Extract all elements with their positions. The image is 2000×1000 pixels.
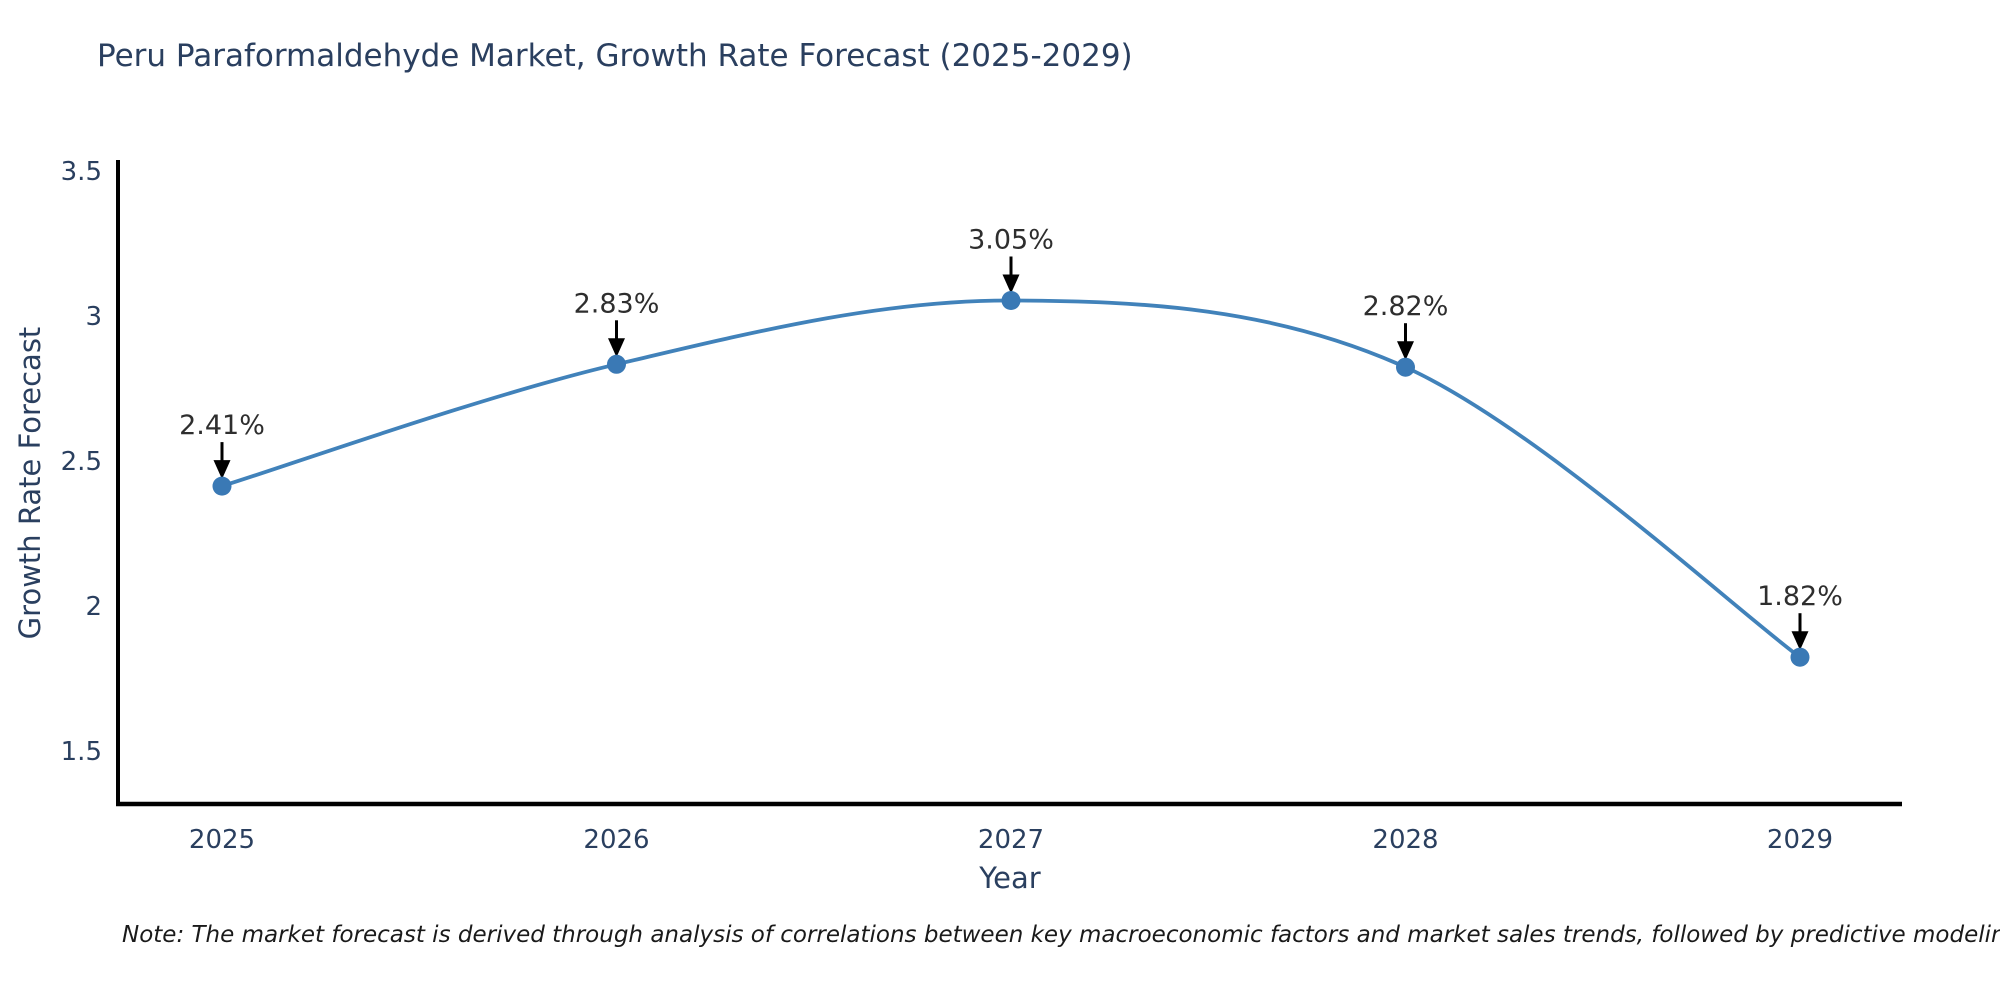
chart-title: Peru Paraformaldehyde Market, Growth Rat… [97,38,1133,74]
y-tick-label: 3 [85,302,102,332]
x-tick-label: 2026 [583,825,649,855]
data-point-label: 2.83% [574,288,660,319]
y-tick-label: 1.5 [61,737,102,767]
x-axis-title: Year [979,861,1041,895]
y-tick-label: 2 [85,592,102,622]
data-point-label: 3.05% [968,225,1054,256]
annotation-arrowhead-icon [1791,631,1809,651]
annotation-arrowhead-icon [1002,274,1020,294]
x-tick-label: 2025 [189,825,255,855]
data-point-label: 1.82% [1757,581,1843,612]
data-point-label: 2.82% [1363,291,1449,322]
data-point-marker[interactable] [212,476,232,496]
y-tick-label: 3.5 [61,157,102,187]
y-axis-title: Growth Rate Forecast [13,326,47,640]
data-point-marker[interactable] [1396,357,1415,377]
data-point-marker[interactable] [607,354,626,374]
annotation-arrowhead-icon [608,338,625,358]
x-tick-label: 2027 [978,825,1044,855]
footnote-text: Note: The market forecast is derived thr… [122,922,2000,948]
annotation-arrowhead-icon [1397,341,1414,361]
forecast-spline-line [220,298,1802,660]
data-point-label: 2.41% [179,410,265,441]
x-tick-label: 2029 [1767,825,1833,855]
y-tick-label: 2.5 [61,447,102,477]
data-point-marker[interactable] [1001,291,1021,310]
data-point-marker[interactable] [1790,647,1810,667]
annotation-arrowhead-icon [213,460,231,480]
x-tick-label: 2028 [1372,825,1438,855]
